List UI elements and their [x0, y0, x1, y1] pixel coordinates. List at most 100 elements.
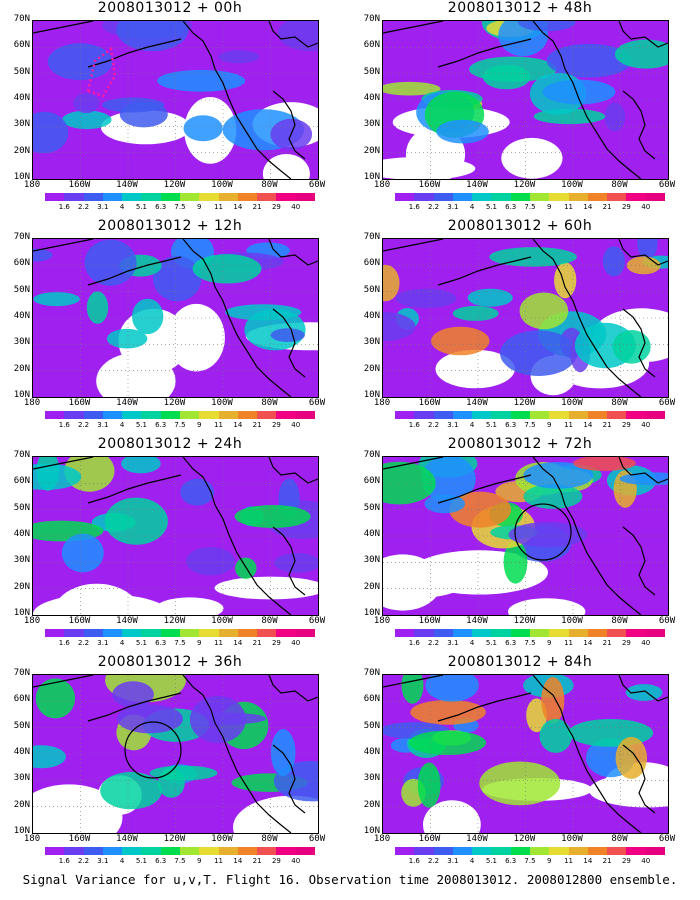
- colorbar-label: 3.1: [97, 639, 109, 647]
- colorbar-swatch: [295, 193, 315, 201]
- coastline: [33, 457, 94, 470]
- variance-contour: [132, 298, 164, 335]
- coastline: [268, 21, 318, 48]
- lat-tick-label: 50N: [13, 66, 30, 77]
- colorbar-label: 6.3: [155, 421, 167, 429]
- variance-contour: [539, 718, 572, 753]
- colorbar-label: 21: [602, 857, 612, 865]
- colorbar-swatch: [179, 193, 200, 201]
- variance-contour: [479, 761, 561, 806]
- colorbar-label: 29: [271, 639, 281, 647]
- panel-title: 2008013012 + 48h: [447, 0, 593, 16]
- colorbar-swatch: [199, 629, 219, 637]
- colorbar-label: 3.1: [447, 421, 459, 429]
- colorbar-swatch: [257, 629, 277, 637]
- colorbar-label: 14: [233, 203, 243, 211]
- lat-tick-label: 60N: [363, 40, 380, 51]
- coastline: [182, 239, 292, 397]
- lon-tick-label: 80W: [261, 616, 278, 626]
- colorbar-swatch: [141, 411, 161, 419]
- colorbar-label: 7.5: [524, 639, 536, 647]
- map-panel: 2008013012 + 60h 70N 60N 50N 40N 30N 20N 10N 180…: [350, 218, 690, 433]
- coastline: [268, 239, 318, 266]
- colorbar-label: 14: [583, 421, 593, 429]
- low-variance-region: [508, 598, 586, 615]
- variance-contour: [503, 540, 528, 584]
- lat-tick-label: 20N: [363, 799, 380, 810]
- colorbar-label: 1.6: [408, 857, 420, 865]
- colorbar-swatch: [122, 193, 142, 201]
- coastline: [437, 256, 532, 286]
- lon-tick-label: 180: [373, 398, 391, 408]
- lat-tick-label: 60N: [13, 476, 30, 487]
- lat-tick-label: 40N: [13, 311, 30, 321]
- lon-tick-label: 80W: [261, 834, 278, 844]
- variance-contour: [84, 239, 137, 286]
- map-area: [382, 674, 669, 834]
- colorbar-label: 40: [641, 421, 651, 429]
- colorbar-swatch: [607, 629, 627, 637]
- colorbar-swatch: [45, 193, 65, 201]
- colorbar-label: 5.1: [135, 421, 147, 429]
- colorbar-swatch: [276, 193, 296, 201]
- lon-tick-label: 140W: [116, 834, 138, 844]
- colorbar-label: 7.5: [524, 421, 536, 429]
- colorbar-label: 11: [564, 421, 574, 429]
- lon-tick-label: 160W: [68, 180, 91, 190]
- colorbar-swatch: [64, 847, 84, 855]
- variance-contour: [277, 21, 318, 52]
- variance-contour: [104, 497, 168, 545]
- coastline: [622, 744, 656, 814]
- colorbar-labels: 1.6 2.2 3.1 4 5.1 6.3 7.5 9 11 14 21 29 40: [45, 203, 315, 213]
- colorbar-swatch: [218, 193, 238, 201]
- lon-tick-label: 100W: [561, 398, 583, 408]
- lon-tick-label: 60W: [308, 616, 326, 626]
- colorbar-swatch: [510, 411, 530, 419]
- colorbar-swatch: [414, 847, 434, 855]
- low-variance-region: [155, 597, 224, 615]
- lon-tick-label: 140W: [466, 834, 488, 844]
- lon-tick-label: 60W: [308, 398, 326, 408]
- variance-contour: [73, 93, 100, 114]
- lat-tick-label: 20N: [363, 581, 380, 592]
- coastline: [622, 308, 656, 378]
- map-panel: 2008013012 + 72h 70N 60N 50N 40N 30N 20N 10N 180…: [350, 436, 690, 651]
- colorbar-label: 1.6: [408, 203, 420, 211]
- variance-contour: [33, 292, 80, 307]
- colorbar-swatch: [433, 193, 453, 201]
- variance-contour: [424, 494, 465, 514]
- colorbar-swatch: [257, 847, 277, 855]
- colorbar-label: 21: [252, 203, 262, 211]
- signal-variance-field: [383, 675, 668, 833]
- lat-tick-label: 70N: [13, 450, 30, 460]
- colorbar-swatch: [218, 629, 238, 637]
- variance-contour: [119, 101, 168, 128]
- panel-title: 2008013012 + 00h: [97, 0, 243, 16]
- lon-tick-label: 180: [373, 180, 391, 190]
- coastline: [272, 744, 306, 814]
- colorbar-label: 6.3: [155, 203, 167, 211]
- colorbar-swatch: [160, 411, 180, 419]
- variance-contour: [112, 681, 154, 708]
- colorbar-label: 3.1: [447, 203, 459, 211]
- variance-contour: [33, 111, 69, 154]
- colorbar-label: 29: [271, 203, 281, 211]
- lon-tick-label: 60W: [658, 834, 676, 844]
- lat-tick-label: 30N: [13, 337, 30, 348]
- signal-variance-field: [33, 457, 318, 615]
- colorbar-swatch: [122, 629, 142, 637]
- lon-tick-label: 180: [373, 616, 391, 626]
- lon-tick-label: 100W: [211, 398, 233, 408]
- variance-contour: [35, 678, 76, 719]
- colorbar-swatch: [160, 193, 180, 201]
- map-area: [32, 20, 319, 180]
- colorbar-labels: 1.6 2.2 3.1 4 5.1 6.3 7.5 9 11 14 21 29 40: [395, 857, 665, 867]
- variance-contour: [121, 457, 161, 474]
- variance-contour: [383, 461, 436, 505]
- colorbar-swatch: [257, 411, 277, 419]
- colorbar-swatch: [199, 193, 219, 201]
- colorbar-label: 5.1: [485, 421, 497, 429]
- variance-contour: [467, 288, 513, 307]
- colorbar-labels: 1.6 2.2 3.1 4 5.1 6.3 7.5 9 11 14 21 29 40: [395, 639, 665, 649]
- colorbar-label: 3.1: [97, 203, 109, 211]
